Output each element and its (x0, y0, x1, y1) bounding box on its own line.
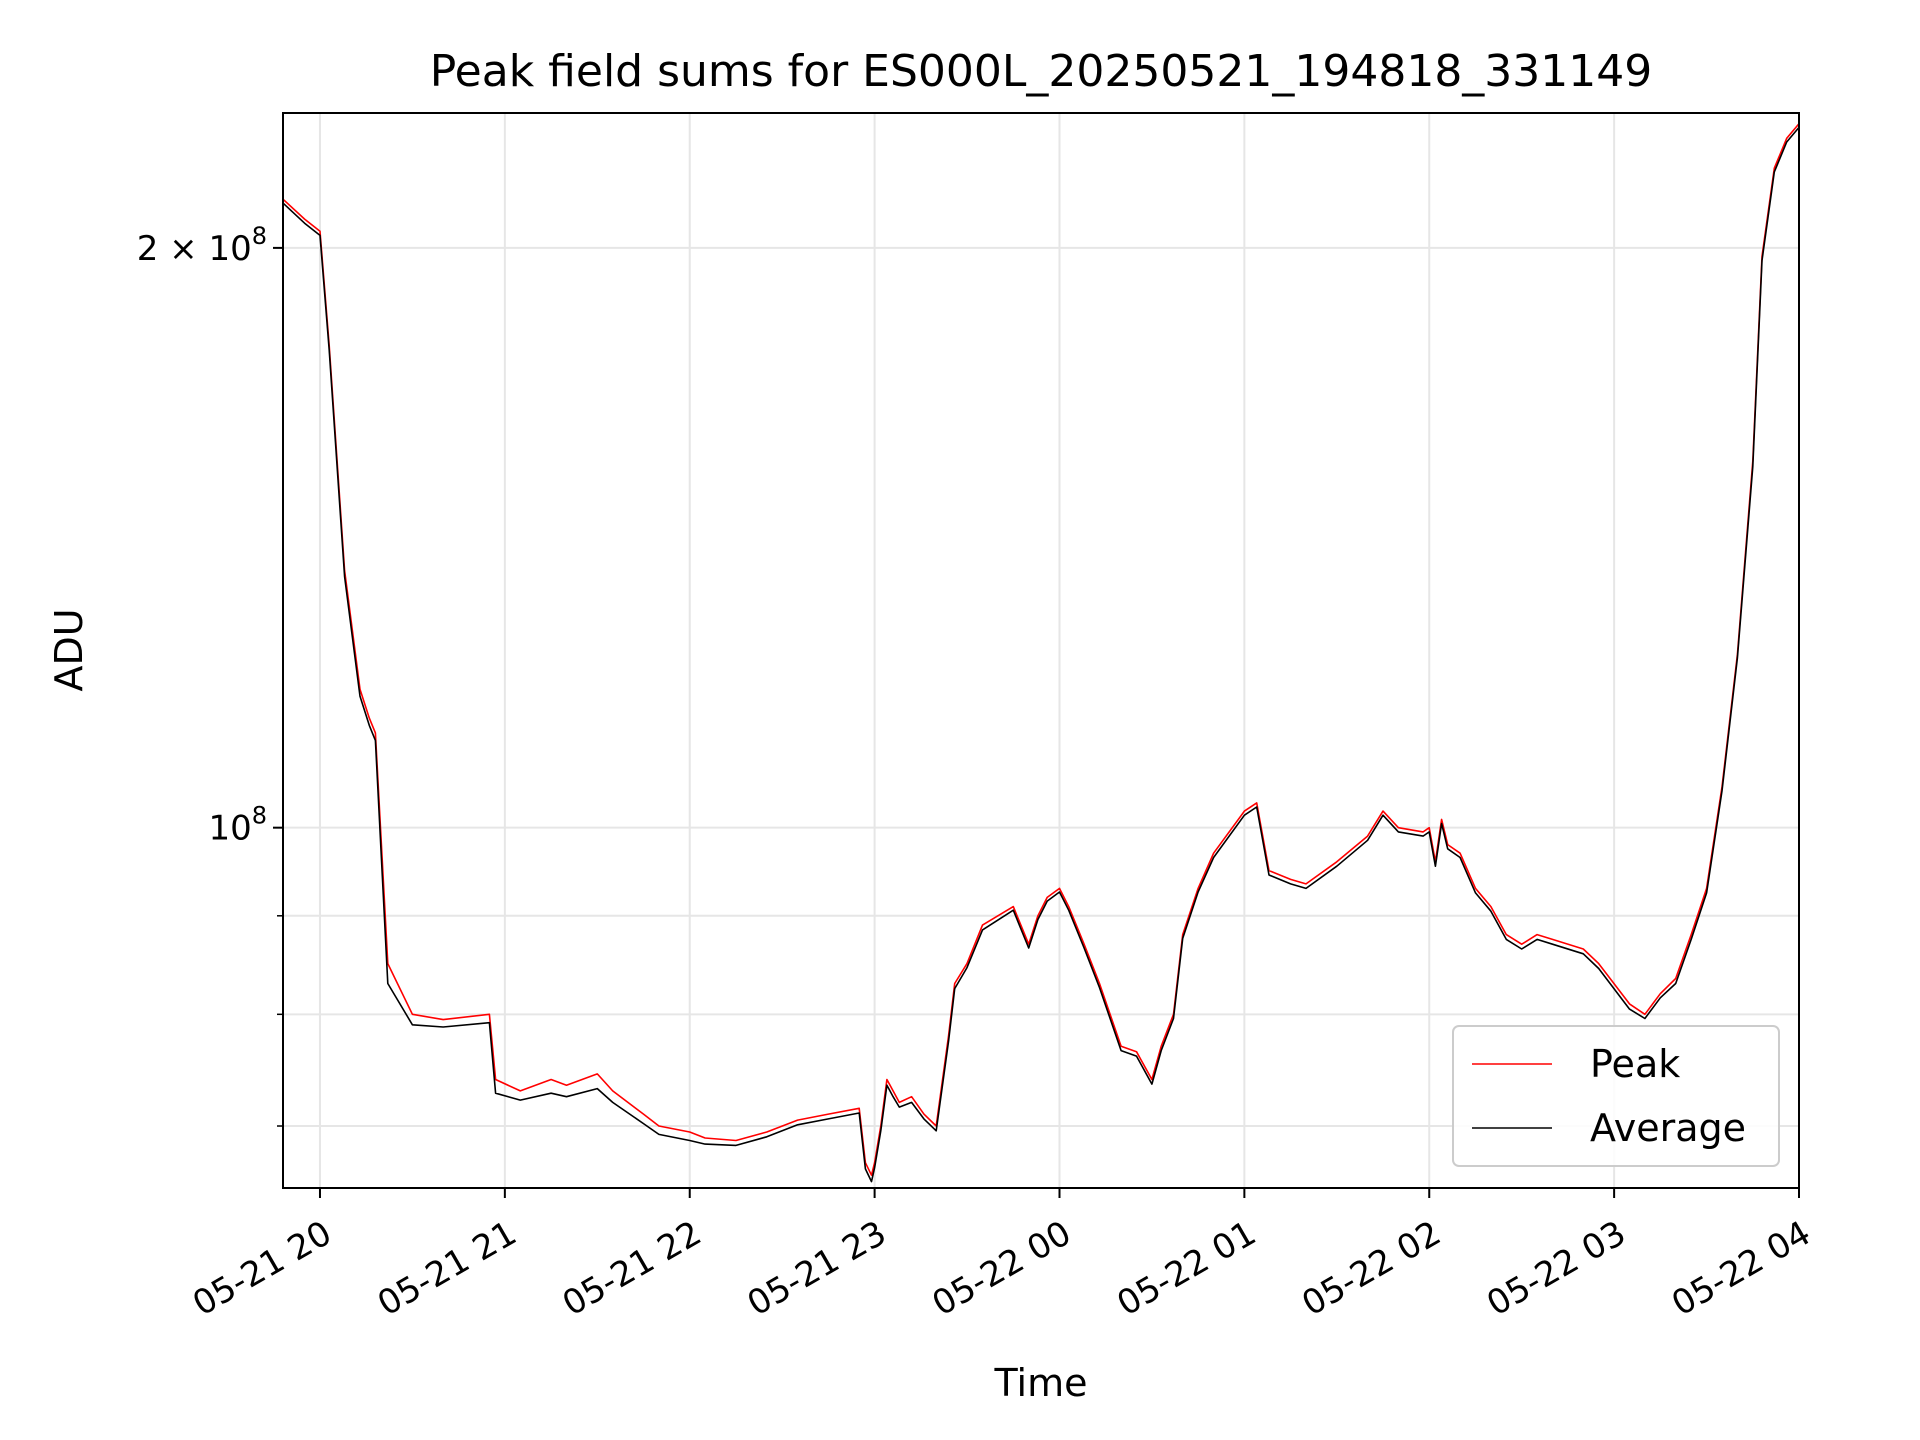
x-tick-label: 05-22 02 (1295, 1213, 1447, 1324)
y-tick-label: 108 (208, 802, 267, 849)
y-tick-label: 2 × 108 (137, 222, 267, 269)
x-tick-label: 05-21 22 (556, 1213, 708, 1324)
x-tick-label: 05-22 01 (1110, 1213, 1262, 1324)
x-tick-label: 05-21 23 (741, 1213, 893, 1324)
series-line-average (282, 126, 1800, 1183)
x-tick-label: 05-22 03 (1480, 1213, 1632, 1324)
y-axis-ticks: 108 2 × 108 (137, 222, 283, 1127)
x-axis-ticks: 05-21 20 05-21 21 05-21 22 05-21 23 05-22 00… (186, 1188, 1818, 1324)
x-tick-label: 05-21 21 (371, 1213, 523, 1324)
x-axis-label: Time (994, 1361, 1088, 1405)
legend-label-peak: Peak (1590, 1042, 1680, 1086)
x-tick-label: 05-21 20 (186, 1213, 338, 1324)
legend-label-average: Average (1590, 1106, 1746, 1150)
plot-frame (282, 112, 1800, 1189)
x-tick-label: 05-22 04 (1665, 1213, 1817, 1324)
series-lines (282, 123, 1800, 1183)
y-axis-label: ADU (47, 608, 91, 691)
legend-box (1452, 1025, 1780, 1167)
series-line-peak (282, 123, 1800, 1176)
grid-lines (283, 113, 1800, 1188)
chart-title: Peak field sums for ES000L_20250521_1948… (430, 46, 1653, 97)
x-tick-label: 05-22 00 (926, 1213, 1078, 1324)
legend: Peak Average (1452, 1025, 1780, 1167)
